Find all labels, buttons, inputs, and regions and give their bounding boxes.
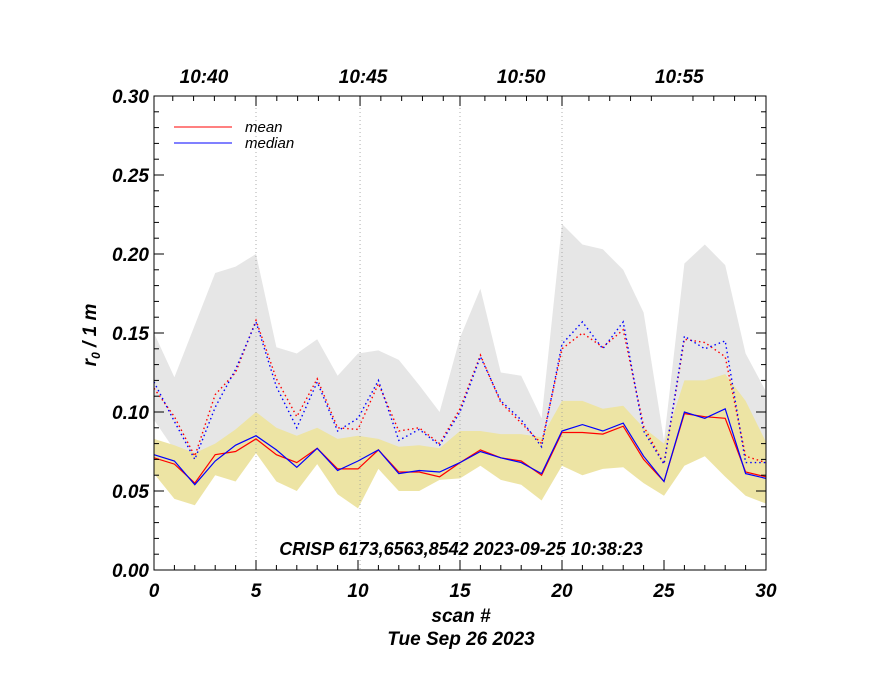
series-layer bbox=[153, 318, 767, 486]
y-axis-title-sub: 0 bbox=[89, 352, 103, 359]
legend-label-median: median bbox=[245, 135, 294, 152]
ticks-layer bbox=[153, 95, 767, 571]
y-tick-label-4: 0.20 bbox=[112, 245, 149, 266]
series-line-mean-dotted bbox=[153, 318, 767, 467]
x-tick-label-1: 5 bbox=[251, 581, 262, 602]
top-time-label-3: 10:55 bbox=[655, 67, 704, 88]
y-tick-label-0: 0.00 bbox=[112, 561, 149, 582]
top-time-label-1: 10:45 bbox=[339, 67, 388, 88]
top-time-label-2: 10:50 bbox=[497, 67, 546, 88]
y-axis-title: r0 / 1 m bbox=[80, 304, 103, 367]
x-tick-label-5: 25 bbox=[652, 581, 675, 602]
labels-layer: 0.00 0.05 0.10 0.15 0.20 0.25 0.30 0 5 10 15 20 25 30… bbox=[112, 67, 777, 602]
top-time-label-0: 10:40 bbox=[180, 67, 229, 88]
x-tick-label-4: 20 bbox=[550, 581, 573, 602]
chart-annotation: CRISP 6173,6563,8542 2023-09-25 10:38:23 bbox=[279, 539, 643, 559]
legend: mean median bbox=[174, 119, 294, 152]
bands-layer bbox=[154, 224, 766, 509]
y-axis-title-rest: / 1 m bbox=[80, 304, 101, 353]
y-tick-label-5: 0.25 bbox=[112, 166, 149, 187]
x-axis-title: scan # bbox=[431, 606, 491, 627]
yellow-range-band bbox=[154, 374, 766, 509]
y-tick-label-6: 0.30 bbox=[112, 87, 149, 108]
legend-label-mean: mean bbox=[245, 119, 283, 136]
x-tick-label-2: 10 bbox=[347, 581, 369, 602]
y-axis-title-main: r bbox=[80, 357, 101, 366]
y-tick-label-1: 0.05 bbox=[112, 482, 149, 503]
grid-layer bbox=[255, 96, 563, 570]
date-label: Tue Sep 26 2023 bbox=[387, 629, 535, 650]
y-tick-label-2: 0.10 bbox=[112, 403, 149, 424]
x-tick-label-0: 0 bbox=[149, 581, 160, 602]
series-line-median bbox=[153, 407, 767, 486]
x-tick-label-6: 30 bbox=[755, 581, 777, 602]
y-tick-label-3: 0.15 bbox=[112, 324, 149, 345]
x-tick-label-3: 15 bbox=[449, 581, 471, 602]
